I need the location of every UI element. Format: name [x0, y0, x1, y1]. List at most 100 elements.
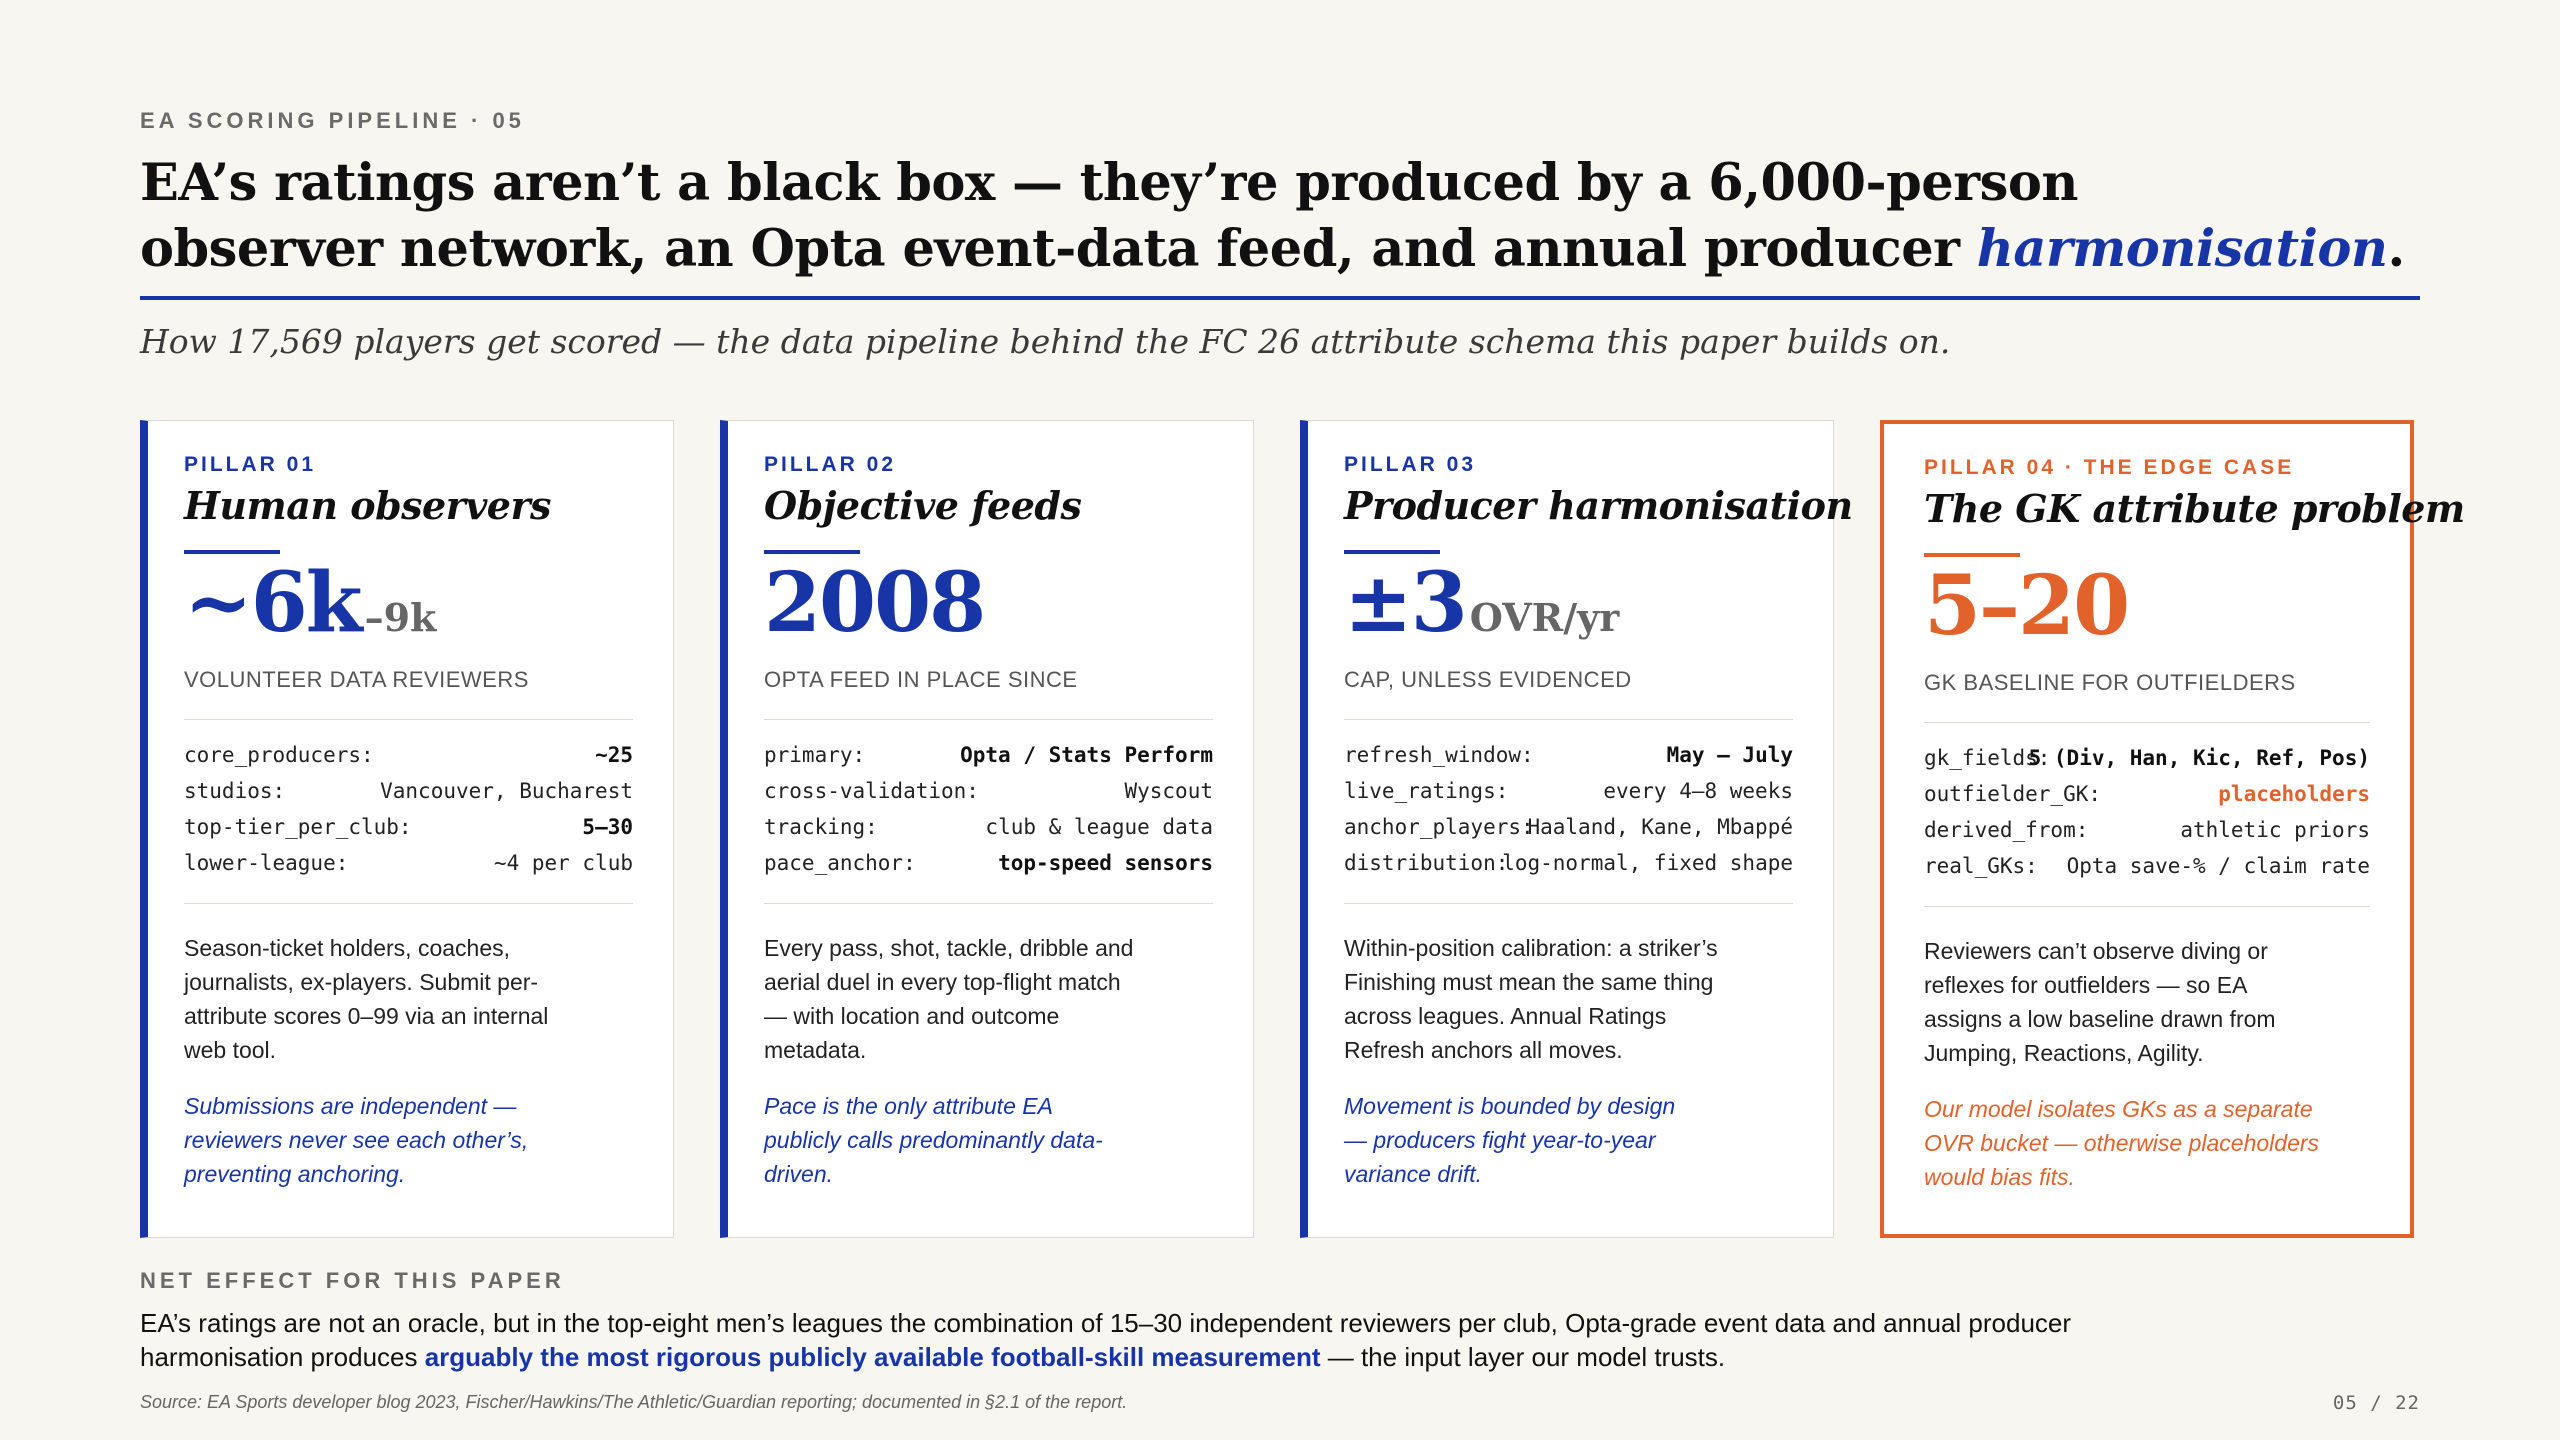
spec-value: club & league data: [985, 815, 1213, 839]
spec-row: distribution: log-normal, fixed shape: [1344, 845, 1793, 881]
title-line-2: observer network, an Opta event-data fee…: [140, 219, 1977, 279]
key-figure: ±3 OVR/yr: [1344, 553, 1619, 668]
pillar-heading: Producer harmonisation: [1344, 483, 1853, 528]
spec-key: lower-league:: [184, 851, 349, 875]
spec-key: pace_anchor:: [764, 851, 916, 875]
spec-key: core_producers:: [184, 743, 374, 767]
spec-value: top-speed sensors: [998, 851, 1213, 875]
spec-key: studios:: [184, 779, 286, 803]
key-figure-caption: OPTA FEED IN PLACE SINCE: [764, 667, 1078, 692]
pillar-card-2: PILLAR 02 Objective feeds 2008 OPTA FEED…: [720, 420, 1254, 1238]
title-rule: [140, 296, 2420, 300]
spec-row: real_GKs: Opta save-% / claim rate: [1924, 848, 2370, 884]
key-figure-caption: VOLUNTEER DATA REVIEWERS: [184, 667, 529, 692]
spec-value: May – July: [1666, 743, 1793, 767]
pillar-heading: Objective feeds: [764, 483, 1082, 528]
divider: [1924, 906, 2370, 907]
pillar-label: PILLAR 02: [764, 453, 897, 476]
pillar-note: Movement is bounded by design — producer…: [1344, 1093, 1676, 1187]
spec-value: placeholders: [2218, 782, 2370, 806]
pillar-note: Our model isolates GKs as a separate OVR…: [1924, 1096, 2320, 1190]
spec-key: derived_from:: [1924, 818, 2089, 842]
title-accent: harmonisation: [1976, 219, 2388, 279]
spec-row: top-tier_per_club: 5–30: [184, 809, 633, 845]
spec-value: athletic priors: [2180, 818, 2370, 842]
key-figure-caption: CAP, UNLESS EVIDENCED: [1344, 667, 1632, 692]
source-note: Source: EA Sports developer blog 2023, F…: [140, 1392, 1128, 1412]
spec-value: every 4–8 weeks: [1603, 779, 1793, 803]
pillar-description: Every pass, shot, tackle, dribble and ae…: [764, 935, 1134, 1063]
pillar-card-1: PILLAR 01 Human observers ~6k –9k VOLUNTE…: [140, 420, 674, 1238]
pillar-heading: The GK attribute problem: [1924, 486, 2465, 531]
subtitle: How 17,569 players get scored — the data…: [140, 322, 1951, 361]
spec-value: Haaland, Kane, Mbappé: [1527, 815, 1793, 839]
spec-row: anchor_players: Haaland, Kane, Mbappé: [1344, 809, 1793, 845]
spec-value: log-normal, fixed shape: [1502, 851, 1793, 875]
key-figure-value: 5–20: [1924, 558, 2130, 654]
spec-row: tracking: club & league data: [764, 809, 1213, 845]
spec-key: anchor_players:: [1344, 815, 1534, 839]
eyebrow: EA SCORING PIPELINE · 05: [140, 108, 525, 133]
spec-list: core_producers: ~25 studios: Vancouver, Bu…: [184, 737, 633, 881]
title-period: .: [2387, 219, 2406, 279]
pillar-card-3: PILLAR 03 Producer harmonisation ±3 OVR/y…: [1300, 420, 1853, 1238]
spec-value: Vancouver, Bucharest: [380, 779, 633, 803]
divider: [184, 719, 633, 720]
key-figure-value: ±3: [1344, 555, 1468, 651]
divider: [764, 719, 1213, 720]
spec-row: primary: Opta / Stats Perform: [764, 737, 1213, 773]
pillar-label: PILLAR 03: [1344, 453, 1477, 476]
net-effect-highlight: arguably the most rigorous publicly avai…: [424, 1342, 1321, 1372]
title-line-1: EA’s ratings aren’t a black box — they’r…: [140, 153, 2078, 213]
pillar-note: Submissions are independent — reviewers …: [184, 1093, 529, 1187]
key-figure-suffix: –9k: [364, 595, 437, 640]
spec-key: real_GKs:: [1924, 854, 2038, 878]
spec-row: gk_fields: 5 (Div, Han, Kic, Ref, Pos): [1924, 740, 2370, 776]
key-figure-caption: GK BASELINE FOR OUTFIELDERS: [1924, 670, 2296, 695]
heading-underline: [1344, 550, 1440, 554]
heading-underline: [764, 550, 860, 554]
spec-row: lower-league: ~4 per club: [184, 845, 633, 881]
spec-row: outfielder_GK: placeholders: [1924, 776, 2370, 812]
key-figure: 2008: [764, 553, 986, 653]
spec-value: 5 (Div, Han, Kic, Ref, Pos): [2028, 746, 2370, 770]
spec-value: 5–30: [582, 815, 633, 839]
pillar-description: Reviewers can’t observe diving or reflex…: [1924, 938, 2276, 1066]
heading-underline: [1924, 553, 2020, 557]
pillar-label: PILLAR 04 · THE EDGE CASE: [1924, 456, 2295, 479]
spec-key: outfielder_GK:: [1924, 782, 2102, 806]
spec-key: top-tier_per_club:: [184, 815, 412, 839]
spec-key: tracking:: [764, 815, 878, 839]
spec-row: pace_anchor: top-speed sensors: [764, 845, 1213, 881]
spec-value: ~4 per club: [493, 851, 633, 875]
spec-row: live_ratings: every 4–8 weeks: [1344, 773, 1793, 809]
spec-row: core_producers: ~25: [184, 737, 633, 773]
divider: [1344, 719, 1793, 720]
net-effect-text-start: EA’s ratings are not an oracle, but in t…: [140, 1308, 2072, 1372]
spec-key: refresh_window:: [1344, 743, 1534, 767]
spec-key: primary:: [764, 743, 866, 767]
key-figure: ~6k –9k: [184, 553, 436, 668]
spec-row: studios: Vancouver, Bucharest: [184, 773, 633, 809]
spec-list: gk_fields: 5 (Div, Han, Kic, Ref, Pos) ou…: [1924, 740, 2370, 884]
key-figure-value: 2008: [764, 555, 986, 651]
spec-row: refresh_window: May – July: [1344, 737, 1793, 773]
spec-key: cross-validation:: [764, 779, 979, 803]
pillar-description: Within-position calibration: a striker’s…: [1344, 935, 1718, 1063]
spec-list: refresh_window: May – July live_ratings: e…: [1344, 737, 1793, 881]
page-title: EA’s ratings aren’t a black box — they’r…: [140, 150, 2440, 282]
spec-key: gk_fields:: [1924, 746, 2051, 770]
spec-row: derived_from: athletic priors: [1924, 812, 2370, 848]
spec-value: Opta save-% / claim rate: [2066, 854, 2370, 878]
divider: [1344, 903, 1793, 904]
divider: [764, 903, 1213, 904]
spec-list: primary: Opta / Stats Perform cross-valid…: [764, 737, 1213, 881]
page-number: 05 / 22: [2332, 1392, 2420, 1414]
net-effect-text: EA’s ratings are not an oracle, but in t…: [140, 1306, 2140, 1374]
spec-key: live_ratings:: [1344, 779, 1509, 803]
pillar-label: PILLAR 01: [184, 453, 317, 476]
spec-row: cross-validation: Wyscout: [764, 773, 1213, 809]
divider: [1924, 722, 2370, 723]
pillar-note: Pace is the only attribute EA publicly c…: [764, 1093, 1103, 1187]
spec-key: distribution:: [1344, 851, 1509, 875]
